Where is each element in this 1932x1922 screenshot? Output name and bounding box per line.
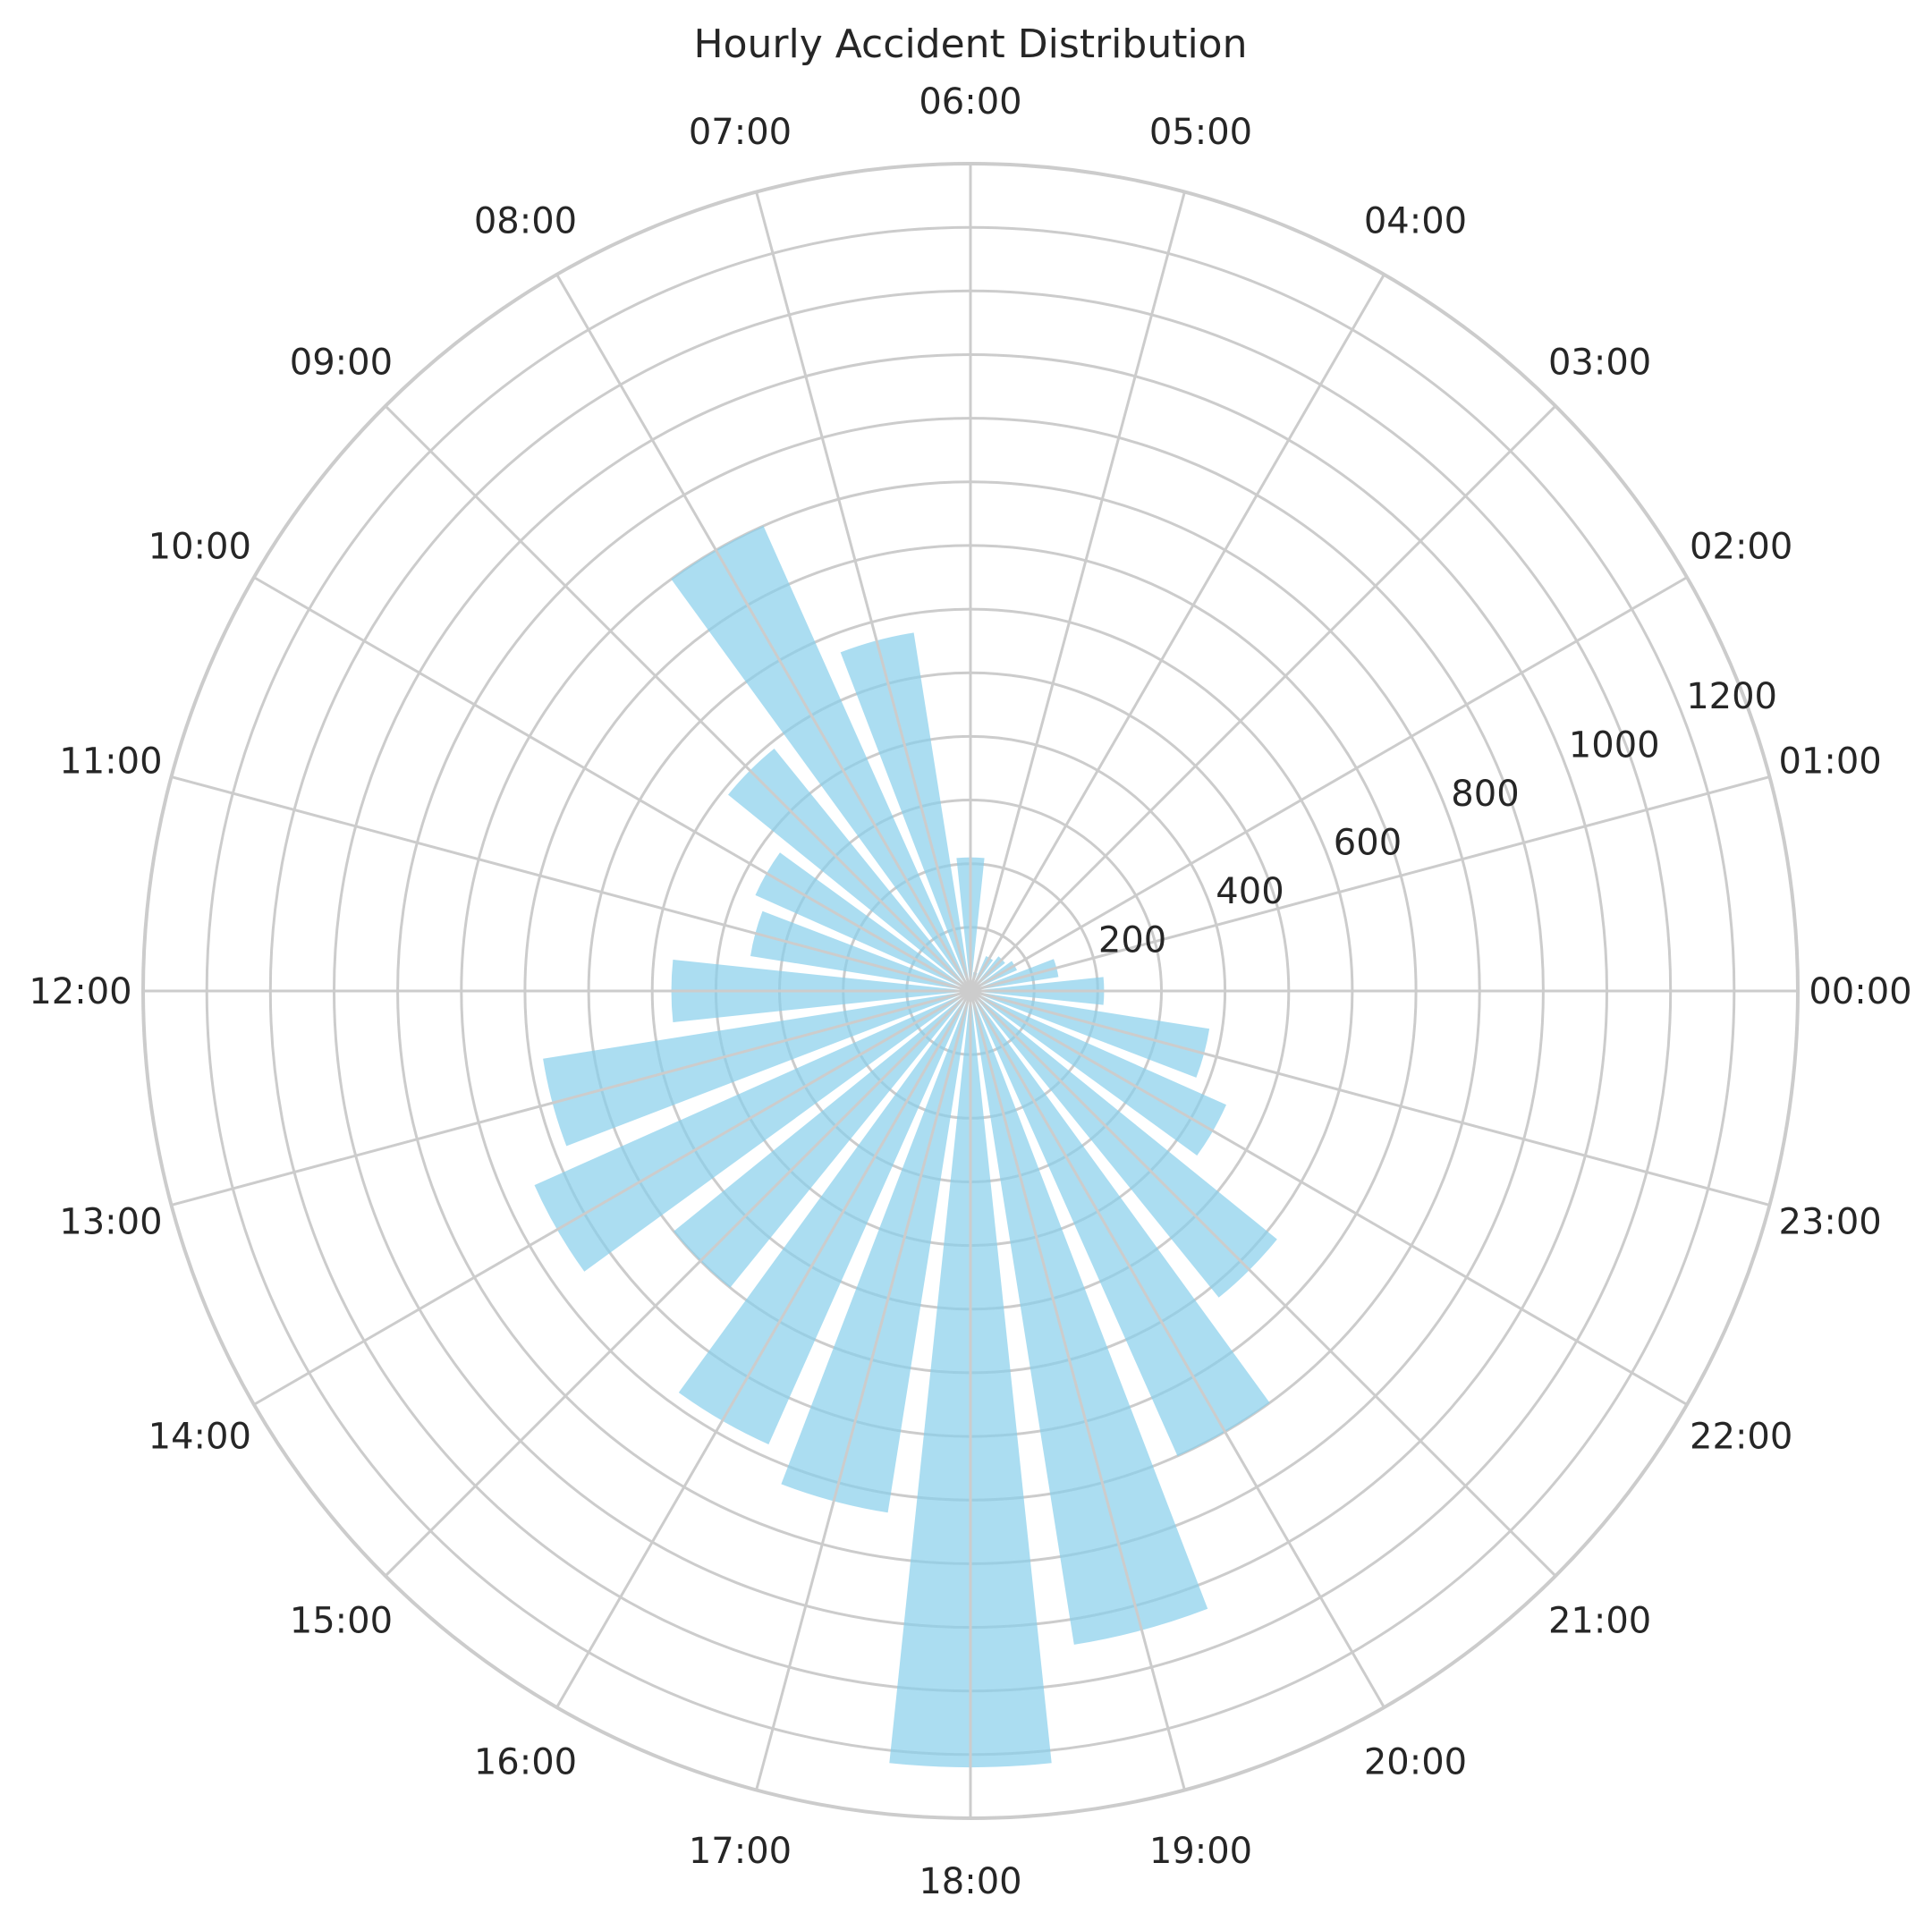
bar-layer (534, 526, 1277, 1768)
spoke-line (171, 989, 971, 1207)
hour-label: 09:00 (290, 342, 393, 383)
hour-label: 15:00 (290, 1601, 393, 1642)
spoke-line (969, 274, 1385, 992)
hour-label: 06:00 (919, 81, 1021, 123)
spoke-line (970, 989, 1688, 1406)
hour-label: 05:00 (1149, 112, 1252, 153)
spoke-line (969, 989, 1557, 1578)
spoke-line (969, 191, 1186, 992)
hour-label: 02:00 (1690, 527, 1792, 568)
spoke-line (970, 775, 1770, 993)
radial-tick-label: 800 (1451, 774, 1519, 815)
spoke-line (969, 990, 1385, 1708)
bar-2000 (970, 991, 1270, 1456)
hour-label: 12:00 (29, 971, 131, 1012)
bar-2200 (970, 991, 1226, 1156)
spoke-line (253, 989, 971, 1406)
hour-label: 21:00 (1548, 1601, 1651, 1642)
spoke-line (970, 576, 1688, 993)
spoke-line (171, 775, 971, 993)
spoke-line (755, 191, 972, 992)
hour-label: 04:00 (1364, 200, 1467, 241)
spoke-line (970, 989, 1770, 1207)
bar-2300 (970, 991, 1210, 1078)
bar-1000 (755, 852, 970, 991)
bar-1300 (543, 991, 970, 1147)
hour-label: 07:00 (689, 112, 792, 153)
spoke-line (969, 404, 1557, 993)
hour-label: 00:00 (1809, 971, 1911, 1012)
hour-label: 10:00 (148, 527, 251, 568)
hour-label: 03:00 (1548, 342, 1651, 383)
spoke-line (384, 404, 972, 993)
hour-label: 08:00 (474, 200, 577, 241)
hour-label: 14:00 (148, 1417, 251, 1458)
hour-label: 18:00 (919, 1861, 1021, 1902)
spoke-layer (143, 164, 1798, 1818)
radial-tick-label: 400 (1216, 871, 1284, 912)
hour-label: 11:00 (59, 741, 162, 783)
bar-1900 (970, 991, 1208, 1645)
spoke-line (969, 990, 1186, 1791)
radial-tick-layer: 200 400 600 800 1000 1200 (1098, 676, 1777, 961)
radial-tick-label: 1000 (1569, 725, 1660, 766)
hour-label: 13:00 (59, 1202, 162, 1243)
bar-1700 (781, 991, 970, 1513)
hour-label: 23:00 (1778, 1202, 1881, 1243)
radial-tick-label: 1200 (1686, 676, 1777, 717)
spoke-line (555, 990, 972, 1708)
spoke-line (555, 274, 972, 992)
bar-1400 (534, 991, 970, 1272)
hour-label: 22:00 (1690, 1417, 1792, 1458)
spoke-line (384, 989, 972, 1578)
hour-label: 01:00 (1778, 741, 1881, 783)
bar-1600 (678, 991, 970, 1444)
chart-title: Hourly Accident Distribution (694, 21, 1248, 67)
bar-0800 (671, 526, 970, 991)
spoke-line (755, 990, 972, 1791)
bar-1100 (750, 910, 970, 991)
radial-tick-label: 200 (1098, 920, 1166, 961)
hour-label: 19:00 (1149, 1831, 1252, 1872)
bar-0700 (840, 632, 970, 991)
hour-label: 16:00 (474, 1742, 577, 1783)
bar-0100 (970, 959, 1059, 991)
spoke-line (253, 576, 971, 993)
hour-label: 20:00 (1364, 1742, 1467, 1783)
hour-label-layer: 00:00 01:00 02:00 03:00 04:00 05:00 06:00 07:00… (29, 81, 1911, 1902)
hour-label: 17:00 (689, 1831, 792, 1872)
radial-tick-label: 600 (1334, 823, 1402, 864)
